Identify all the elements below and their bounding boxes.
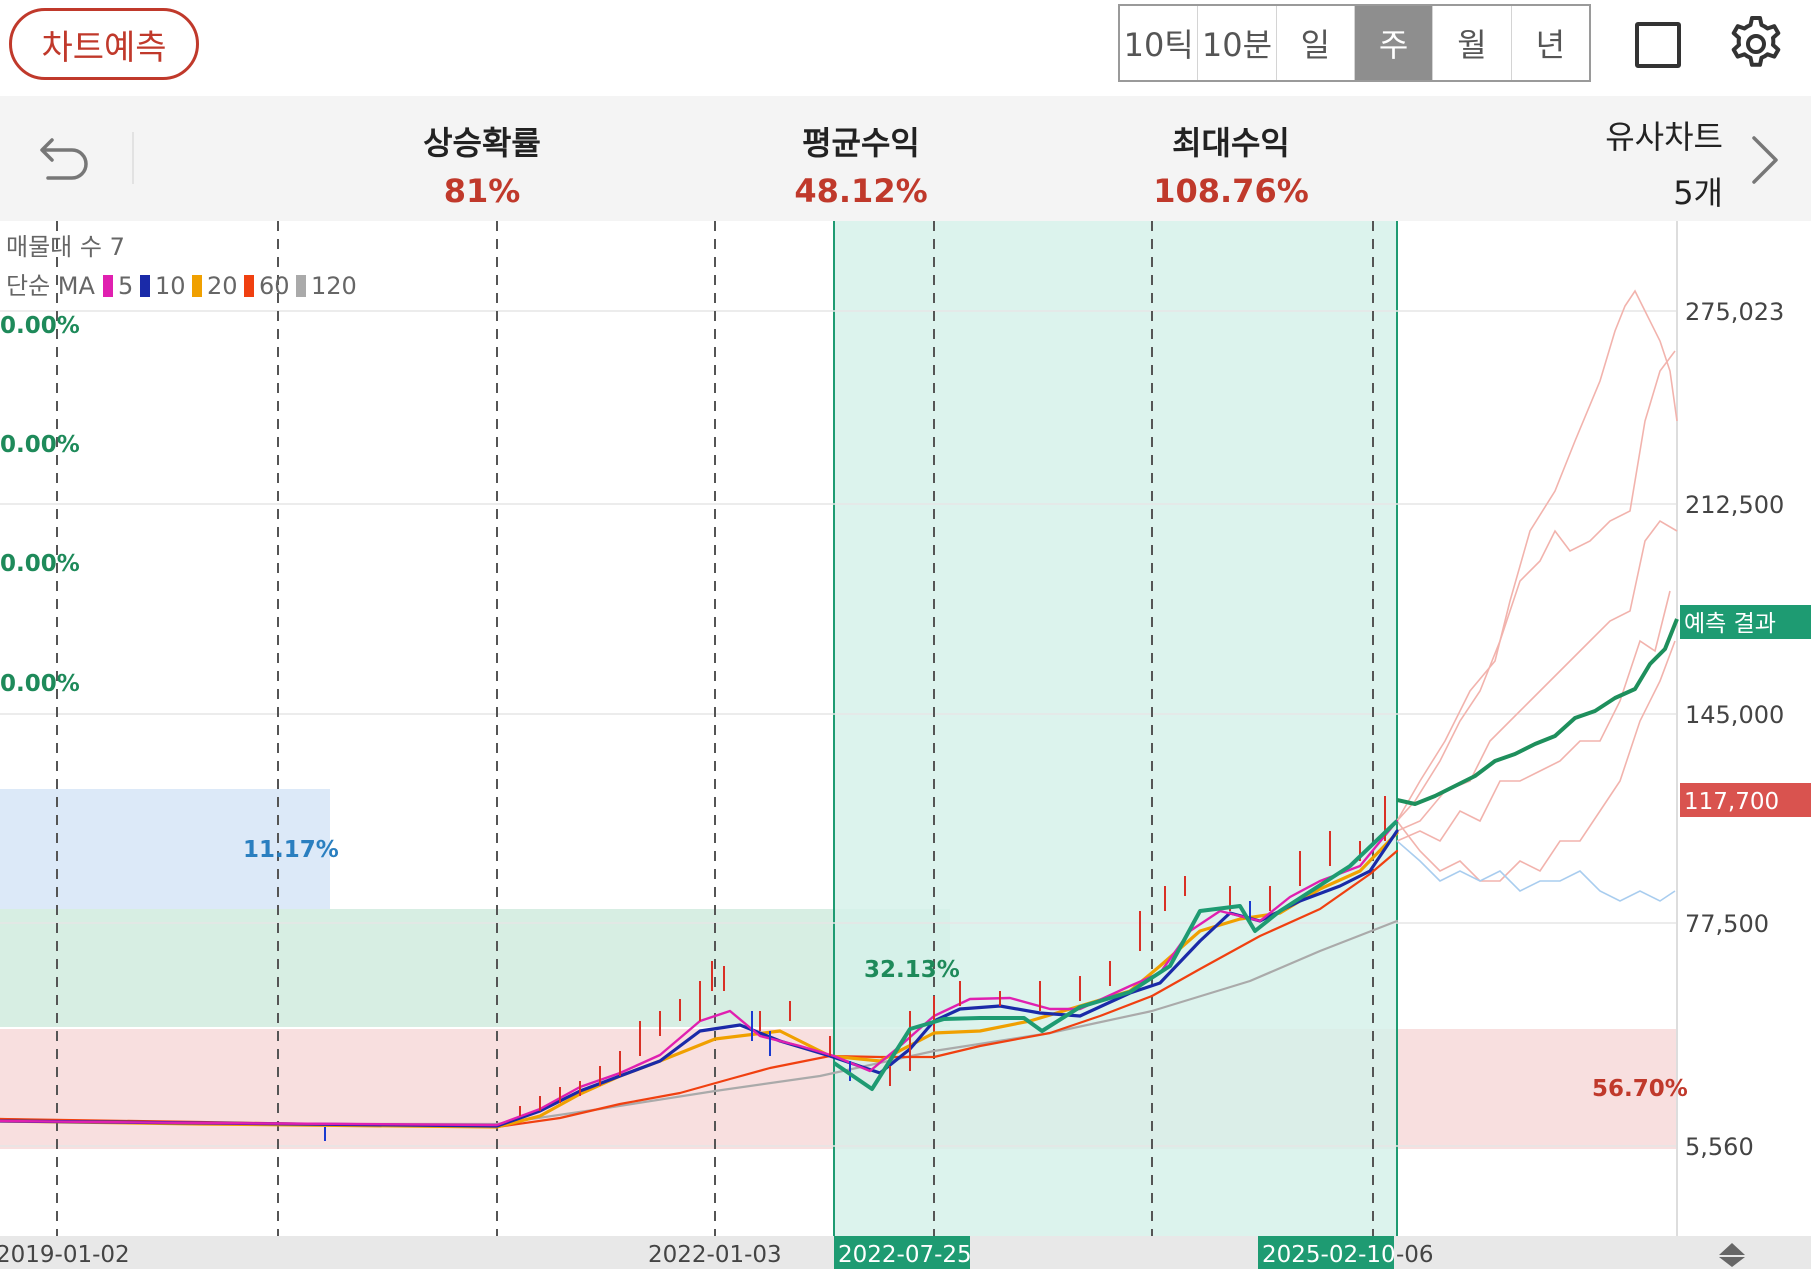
undo-icon[interactable]	[36, 126, 96, 186]
price-tick-4: 77,500	[1685, 910, 1769, 938]
current-price-tag: 117,700	[1680, 783, 1811, 817]
prediction-result-tag: 예측 결과	[1680, 605, 1811, 639]
rise-probability-label: 상승확률	[423, 124, 541, 162]
volume-percent-4: 0.00%	[0, 671, 80, 697]
average-return-stat: 평균수익 48.12%	[731, 118, 991, 210]
price-chart-svg[interactable]: 매물대 수 7 단순 MA 5 10 20 60 120 0.00% 0.00%…	[0, 221, 1811, 1269]
similar-charts-label: 유사차트	[1605, 118, 1723, 156]
volume-band-green	[0, 909, 950, 1027]
chevron-right-icon[interactable]	[1746, 130, 1786, 190]
price-tick-1: 275,023	[1685, 298, 1784, 326]
rise-probability-stat: 상승확률 81%	[352, 118, 612, 210]
down-candles	[324, 901, 1251, 1141]
volume-percent-2: 0.00%	[0, 432, 80, 458]
ma60-line	[0, 849, 1399, 1129]
similar-chart-lines	[1396, 289, 1678, 902]
stats-divider	[132, 132, 134, 184]
svg-text:117,700: 117,700	[1684, 789, 1779, 815]
average-return-value: 48.12%	[794, 172, 928, 210]
highlight-end-date: 2025-02-10	[1258, 1236, 1396, 1269]
similar-charts[interactable]: 유사차트 5개	[1605, 112, 1723, 214]
max-return-label: 최대수익	[1172, 124, 1290, 162]
ma-legend: 단순 MA 5 10 20 60 120	[6, 272, 357, 300]
ma10-legend: 10	[155, 272, 186, 300]
volume-percent-3: 0.00%	[0, 551, 80, 577]
date-tick-5: -06	[1396, 1242, 1434, 1268]
pattern-highlight	[834, 221, 1397, 1236]
svg-text:2022-07-25: 2022-07-25	[838, 1242, 972, 1268]
date-gridlines	[56, 221, 1374, 1236]
period-10tick[interactable]: 10틱	[1120, 6, 1199, 80]
grid-lines	[0, 310, 1677, 1147]
fullscreen-square-icon[interactable]	[1635, 22, 1681, 68]
max-return-value: 108.76%	[1153, 172, 1309, 210]
pattern-match-line	[832, 819, 1399, 1091]
date-tick-1: 2019-01-02	[0, 1242, 130, 1268]
svg-text:2025-02-10: 2025-02-10	[1262, 1242, 1396, 1268]
volume-percent-7: 56.70%	[1592, 1076, 1688, 1102]
gear-icon[interactable]	[1726, 14, 1786, 74]
highlight-start-date: 2022-07-25	[834, 1236, 972, 1269]
ma120-legend: 120	[311, 272, 357, 300]
ma20-legend: 20	[207, 272, 238, 300]
volume-percent-6: 32.13%	[864, 957, 960, 983]
price-tick-3: 145,000	[1685, 701, 1784, 729]
resize-handle-icon[interactable]	[1719, 1243, 1745, 1267]
period-selector: 10틱 10분 일 주 월 년	[1118, 4, 1591, 82]
price-tick-5: 5,560	[1685, 1133, 1754, 1161]
date-axis: 2019-01-02 2022-01-03	[0, 1242, 782, 1268]
similar-charts-count: 5개	[1673, 174, 1723, 212]
svg-text:예측 결과: 예측 결과	[1684, 611, 1776, 637]
ma-legend-label: 단순 MA	[6, 272, 95, 300]
volume-band-blue	[0, 789, 330, 909]
period-year[interactable]: 년	[1535, 26, 1566, 64]
period-week[interactable]: 주	[1354, 6, 1434, 80]
rise-probability-value: 81%	[443, 172, 521, 210]
price-tick-2: 212,500	[1685, 491, 1784, 519]
average-return-label: 평균수익	[802, 124, 920, 162]
period-month[interactable]: 월	[1433, 6, 1512, 80]
date-tick-2: 2022-01-03	[648, 1242, 782, 1268]
ma60-legend: 60	[259, 272, 290, 300]
candles	[519, 796, 1386, 1116]
period-10min[interactable]: 10분	[1198, 6, 1277, 80]
prediction-stats-bar: 상승확률 81% 평균수익 48.12% 최대수익 108.76% 유사차트 5…	[0, 96, 1811, 221]
top-toolbar: 차트예측 10틱 10분 일 주 월 년	[0, 0, 1811, 96]
price-chart[interactable]: 매물대 수 7 단순 MA 5 10 20 60 120 0.00% 0.00%…	[0, 221, 1811, 1269]
price-axis: 275,023 212,500 145,000 77,500 5,560	[1685, 298, 1784, 1161]
volume-percent-1: 0.00%	[0, 313, 80, 339]
volume-profile-labels: 0.00% 0.00% 0.00% 0.00% 11.17% 32.13% 56…	[0, 313, 1688, 1102]
volume-profile-label: 매물대 수 7	[6, 233, 125, 261]
ma5-legend: 5	[118, 272, 133, 300]
prediction-line	[1396, 618, 1679, 806]
ma20-line	[0, 831, 1399, 1129]
volume-percent-5: 11.17%	[243, 837, 339, 863]
period-day[interactable]: 일	[1277, 6, 1355, 80]
chart-predict-button[interactable]: 차트예측	[9, 8, 199, 80]
max-return-stat: 최대수익 108.76%	[1101, 118, 1361, 210]
